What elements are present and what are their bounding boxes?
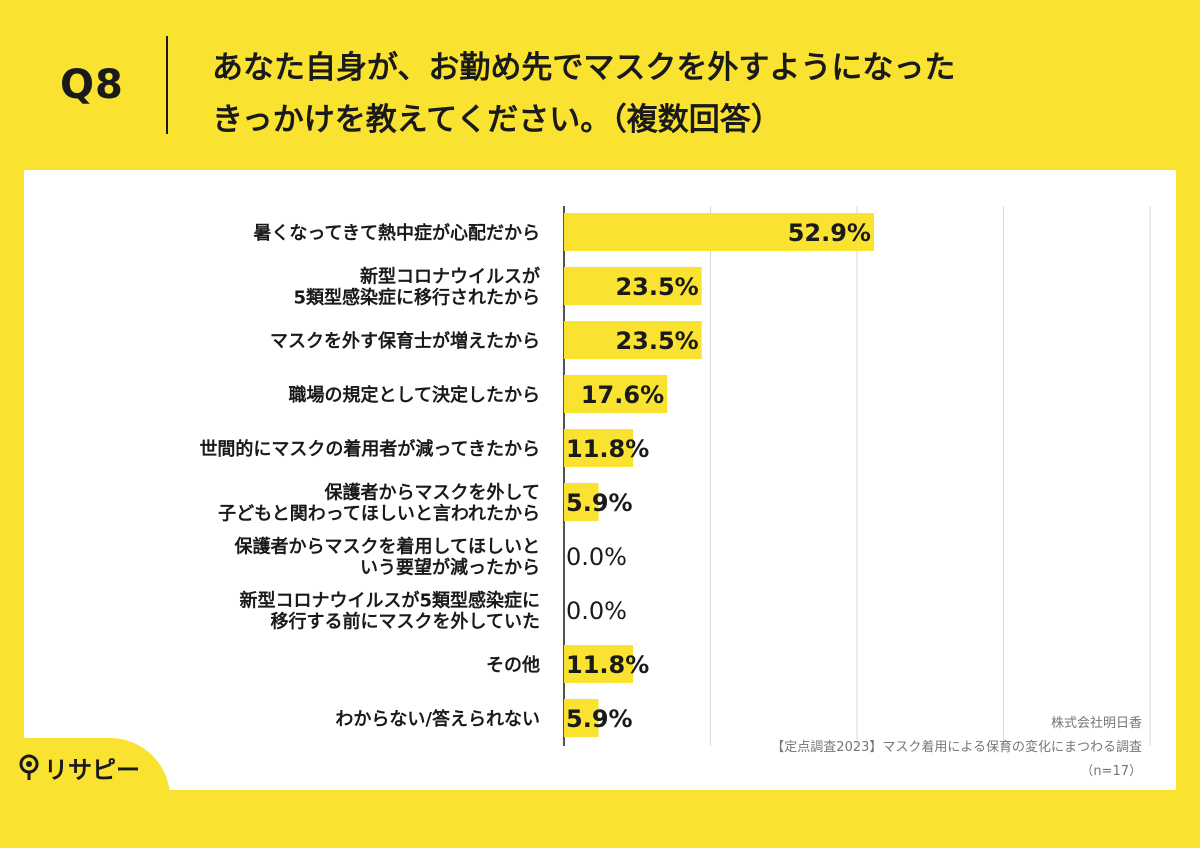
category-label: 保護者からマスクを外して [324,482,540,504]
bar-layer [564,213,874,737]
category-label: 保護者からマスクを着用してほしいと [234,536,540,558]
bar-chart: 52.9% 暑くなってきて熱中症が心配だから 23.5% 新型コロナウイルスが5類型感… [199,206,1151,746]
question-line-1: あなた自身が、お勤め先でマスクを外すようになった [212,50,956,86]
value-label: 5.9% [566,489,633,517]
category-label: マスクを外す保育士が増えたから [270,330,540,352]
chart-panel: 52.9% 暑くなってきて熱中症が心配だから 23.5% 新型コロナウイルスが 5類型感… [24,170,1176,790]
category-label: わからない/答えられない [335,708,540,730]
question-text: あなた自身が、お勤め先でマスクを外すようになった きっかけを教えてください。（複… [212,42,955,146]
footer-company: 株式会社明日香 [1050,716,1142,731]
category-label: 移行する前にマスクを外していた [271,611,540,633]
bar [564,699,599,737]
bar [564,483,599,521]
category-label: その他 [486,654,540,676]
category-label: 職場の規定として決定したから [289,384,540,406]
category-label: 世間的にマスクの着用者が減ってきたから [199,438,540,460]
footer-sample: （n=17） [1080,764,1142,779]
header-divider [166,36,168,134]
value-label: 11.8% [566,435,649,463]
category-label: 新型コロナウイルスが [360,266,540,288]
footer-survey: 【定点調査2023】マスク着用による保育の変化にまつわる調査 [771,740,1142,755]
value-label: 52.9% [788,219,871,247]
bar [564,429,634,467]
brand-logo: リサピー [18,750,140,785]
value-label: 0.0% [566,543,627,571]
value-label: 23.5% [615,327,698,355]
question-number: Q8 [60,62,124,108]
bar [564,321,702,359]
magnifier-pin-icon [18,754,40,782]
bar [564,267,702,305]
value-label: 17.6% [581,381,664,409]
logo-text: リサピー [44,756,140,784]
question-line-2: きっかけを教えてください。（複数回答） [212,102,782,138]
category-label: 子どもと関わってほしいと言われたから [218,503,540,525]
value-label: 23.5% [615,273,698,301]
category-label: 暑くなってきて熱中症が心配だから [253,222,540,244]
category-label: 新型コロナウイルスが5類型感染症に [239,590,540,612]
value-label: 0.0% [566,597,627,625]
value-label: 5.9% [566,705,633,733]
label-layer: 52.9% 暑くなってきて熱中症が心配だから 23.5% 新型コロナウイルスが5類型感… [199,219,871,733]
category-label: 5類型感染症に移行されたから [293,287,540,309]
bar [564,645,634,683]
category-label: いう要望が減ったから [360,557,540,579]
value-label: 11.8% [566,651,649,679]
header: Q8 あなた自身が、お勤め先でマスクを外すようになった きっかけを教えてください… [0,0,1200,170]
bar [564,375,668,413]
bar [564,213,874,251]
